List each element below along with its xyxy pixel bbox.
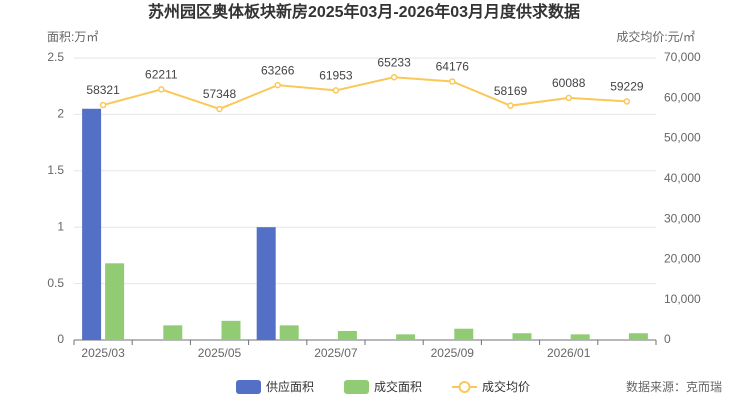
bar xyxy=(221,320,241,340)
y-tick-label: 1 xyxy=(57,219,64,233)
line-point xyxy=(216,105,223,113)
legend-swatch xyxy=(344,380,370,394)
data-label: 65233 xyxy=(377,55,411,69)
data-label: 59229 xyxy=(610,80,644,94)
y-tick-label: 2 xyxy=(57,107,64,121)
y-tick-label: 2.5 xyxy=(47,50,64,64)
chart-title: 苏州园区奥体板块新房2025年03月-2026年03月月度供求数据 xyxy=(148,2,580,21)
line-point xyxy=(99,101,107,109)
line-point xyxy=(507,102,514,109)
y-tick-label: 0.5 xyxy=(47,276,64,290)
legend-marker xyxy=(458,381,471,393)
data-label: 61953 xyxy=(319,69,353,83)
y2-axis-title: 成交均价:元/㎡ xyxy=(616,29,695,44)
y2-tick-label: 0 xyxy=(664,332,671,346)
legend-swatch xyxy=(236,380,261,394)
data-label: 62211 xyxy=(145,68,178,82)
bar xyxy=(256,227,276,340)
y2-tick-label: 70,000 xyxy=(664,50,701,64)
bar xyxy=(337,330,357,340)
x-tick-label: 2025/03 xyxy=(81,346,125,360)
x-tick-label: 2025/07 xyxy=(314,346,358,360)
line-point xyxy=(449,78,456,85)
y2-tick-label: 50,000 xyxy=(664,131,701,145)
bar xyxy=(570,334,590,340)
bar xyxy=(163,325,183,340)
y2-tick-label: 20,000 xyxy=(664,252,701,266)
line-point xyxy=(274,81,281,89)
y2-tick-label: 40,000 xyxy=(664,171,701,185)
data-label: 58169 xyxy=(494,84,528,98)
data-label: 57348 xyxy=(203,87,237,101)
bar xyxy=(279,325,299,340)
line xyxy=(102,76,627,111)
y-axis-title: 面积:万㎡ xyxy=(47,30,98,44)
y2-tick-label: 30,000 xyxy=(664,211,701,225)
bar xyxy=(396,334,416,340)
y-tick-label: 0 xyxy=(57,332,64,346)
legend-label: 供应面积 xyxy=(266,379,314,394)
data-label: 60088 xyxy=(552,76,586,90)
bar xyxy=(82,108,102,340)
line-point xyxy=(390,73,398,81)
legend-label: 成交面积 xyxy=(374,379,422,394)
line-point xyxy=(332,87,340,94)
y2-tick-label: 10,000 xyxy=(664,292,701,306)
data-label: 64176 xyxy=(436,60,470,74)
bar xyxy=(454,328,474,340)
x-tick-label: 2025/05 xyxy=(198,346,242,360)
line-point xyxy=(623,98,631,105)
bar xyxy=(512,333,532,340)
line-point xyxy=(565,94,572,102)
bar xyxy=(105,263,125,340)
line-point xyxy=(158,86,165,93)
x-tick-label: 2026/01 xyxy=(547,346,591,360)
y-tick-label: 1.5 xyxy=(47,163,64,177)
x-tick-label: 2025/09 xyxy=(431,346,475,360)
legend-label: 成交均价 xyxy=(482,379,530,394)
data-label: 58321 xyxy=(86,83,120,97)
y2-tick-label: 60,000 xyxy=(664,90,701,104)
source: 数据来源：克而瑞 xyxy=(626,379,722,394)
bar xyxy=(628,333,648,340)
data-label: 63266 xyxy=(261,63,295,77)
